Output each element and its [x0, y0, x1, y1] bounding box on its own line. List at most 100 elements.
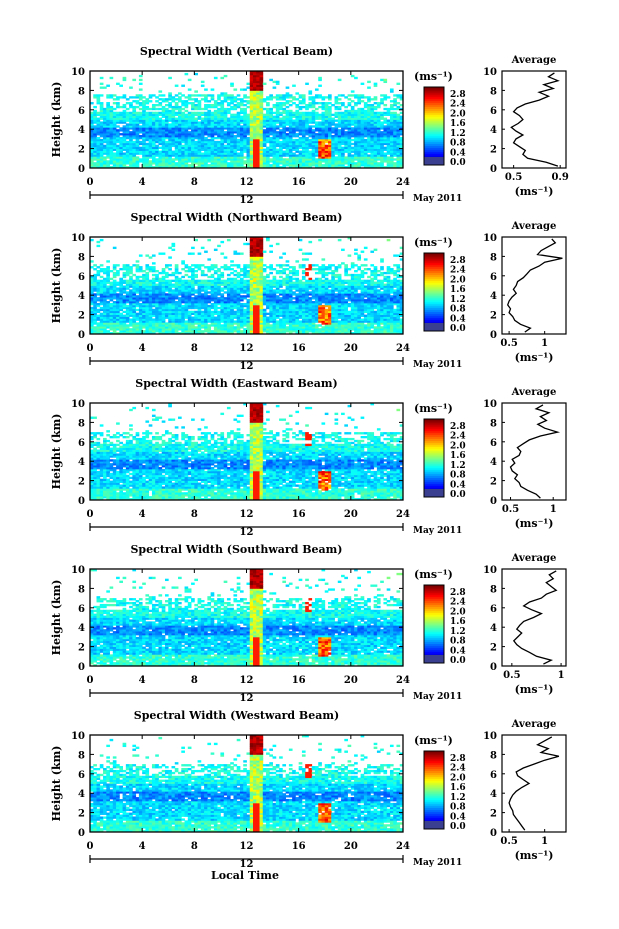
heatmap-cell [138, 111, 143, 115]
heatmap-cell [119, 166, 123, 169]
heatmap-cell [295, 154, 300, 157]
heatmap-cell [174, 103, 179, 107]
heatmap-cell [181, 102, 185, 105]
heatmap-cell [210, 162, 215, 165]
heatmap-cell [282, 135, 287, 138]
heatmap-cell [298, 154, 303, 157]
heatmap-cell [168, 154, 172, 157]
heatmap-cell [161, 94, 166, 97]
heatmap-cell [230, 102, 234, 105]
heatmap-cell [174, 94, 179, 97]
heatmap-cell [103, 123, 107, 126]
heatmap-cell [256, 121, 260, 124]
heatmap-cell [187, 115, 192, 118]
heatmap-cell [90, 150, 94, 153]
heatmap-cell [321, 164, 326, 167]
heatmap-cell [253, 125, 257, 128]
heatmap-cell [174, 121, 179, 124]
heatmap-cell [389, 100, 394, 103]
heatmap-cell [262, 156, 267, 159]
heatmap-cell [171, 117, 176, 120]
heatmap-cell [210, 125, 215, 128]
heatmap-cell [239, 252, 244, 255]
heatmap-cell [132, 113, 137, 117]
heatmap-cell [246, 105, 251, 109]
heatmap-cell [99, 150, 104, 153]
heatmap-cell [151, 273, 156, 277]
heatmap-cell [243, 100, 247, 103]
heatmap-cell [285, 115, 290, 118]
heatmap-cell [148, 156, 153, 159]
heatmap-cell [207, 113, 212, 117]
heatmap-cell [138, 88, 143, 91]
heatmap-cell [103, 125, 107, 128]
heatmap-cell [142, 269, 146, 273]
heatmap-cell [236, 166, 241, 169]
heatmap-cell [207, 258, 212, 261]
heatmap-cell [151, 318, 156, 321]
heatmap-cell [207, 138, 212, 142]
heatmap-cell [125, 156, 130, 159]
heatmap-cell [239, 330, 244, 333]
heatmap-cell [367, 103, 371, 107]
heatmap-cell [164, 123, 169, 126]
heatmap-cell [112, 142, 117, 146]
heatmap-cell [282, 129, 287, 132]
heatmap-cell [155, 103, 159, 107]
heatmap-cell [259, 107, 264, 111]
heatmap-cell [341, 121, 345, 124]
heatmap-cell [132, 127, 137, 130]
heatmap-cell [311, 103, 316, 107]
heatmap-cell [187, 88, 192, 91]
heatmap-cell [116, 269, 120, 273]
heatmap-cell [383, 94, 388, 97]
heatmap-cell [341, 102, 345, 105]
heatmap-cell [220, 102, 225, 105]
heatmap-cell [135, 102, 140, 105]
heatmap-cell [239, 131, 244, 134]
heatmap-cell [181, 160, 185, 163]
heatmap-cell [288, 142, 293, 146]
heatmap-cell [256, 160, 260, 163]
heatmap-cell [204, 154, 208, 157]
heatmap-cell [305, 158, 309, 161]
heatmap-cell [253, 100, 257, 103]
heatmap-cell [217, 127, 221, 130]
heatmap-cell [99, 94, 104, 97]
heatmap-cell [200, 125, 205, 128]
heatmap-cell [243, 103, 247, 107]
heatmap-cell [350, 100, 355, 103]
heatmap-cell [334, 127, 339, 130]
heatmap-cell [135, 111, 140, 115]
heatmap-cell [249, 109, 254, 113]
heatmap-cell [151, 266, 156, 269]
heatmap-cell [187, 127, 192, 130]
heatmap-cell [207, 164, 212, 167]
heatmap-cell [253, 76, 257, 80]
heatmap-cell [279, 103, 283, 107]
heatmap-cell [99, 102, 104, 105]
heatmap-cell [253, 160, 257, 163]
heatmap-cell [181, 146, 185, 149]
heatmap-cell [246, 136, 251, 140]
heatmap-cell [253, 142, 257, 146]
heatmap-cell [288, 119, 293, 122]
heatmap-cell [233, 154, 238, 157]
heatmap-cell [194, 160, 198, 163]
heatmap-cell [311, 113, 316, 117]
heatmap-cell [210, 144, 215, 148]
heatmap-cell [314, 125, 319, 128]
heatmap-cell [213, 264, 218, 267]
heatmap-cell [292, 158, 296, 161]
heatmap-cell [350, 135, 355, 138]
heatmap-cell [380, 94, 384, 97]
heatmap-cell [334, 156, 339, 159]
heatmap-cell [230, 82, 234, 85]
heatmap-cell [122, 162, 127, 165]
heatmap-cell [168, 136, 172, 140]
heatmap-cell [282, 140, 287, 144]
heatmap-cell [347, 113, 352, 117]
heatmap-cell [158, 162, 163, 165]
heatmap-cell [138, 94, 143, 97]
heatmap-cell [135, 121, 140, 124]
